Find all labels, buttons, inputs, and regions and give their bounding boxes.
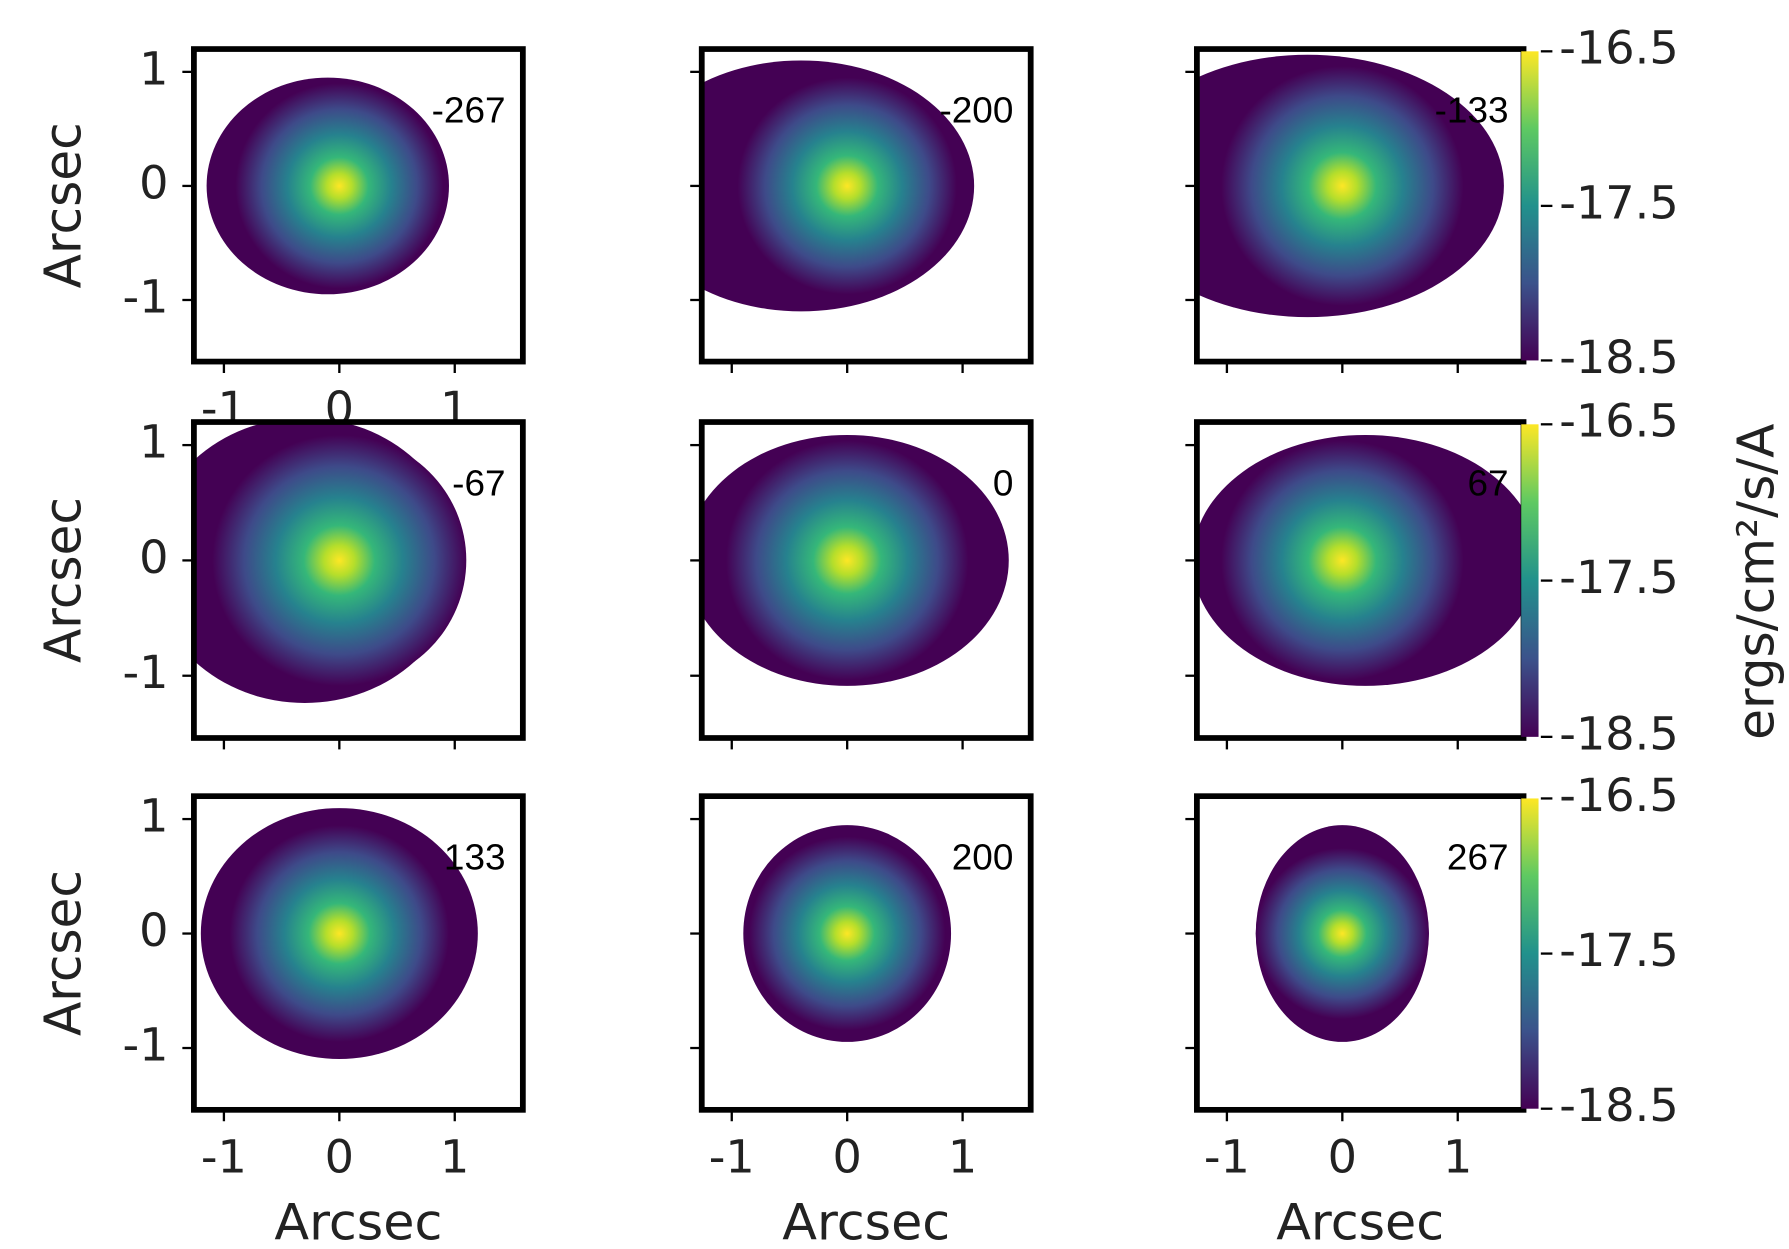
x-axis-label: Arcsec — [274, 1193, 442, 1249]
y-tick-label: 1 — [139, 415, 168, 469]
colorbar — [1521, 51, 1539, 361]
colorbar-label: ergs/cm²/s/A — [1726, 423, 1785, 740]
panel: 67 -16.5 -17.5 -18.5 — [1185, 394, 1679, 761]
y-axis-label: Arcsec — [33, 122, 92, 288]
x-tick-label: -1 — [1204, 1130, 1250, 1184]
core — [235, 83, 444, 289]
velocity-label: 0 — [993, 463, 1014, 504]
image — [1196, 54, 1504, 318]
colorbar-tick-label: -18.5 — [1559, 330, 1678, 384]
frame — [698, 419, 1034, 741]
frame — [191, 419, 526, 741]
frame — [698, 46, 1034, 365]
colorbar-tick-label: -16.5 — [1559, 21, 1678, 75]
colorbar-tick-label: -16.5 — [1559, 768, 1678, 822]
panel: 0 — [690, 419, 1034, 750]
x-axis-label: Arcsec — [1276, 1193, 1444, 1249]
x-tick-label: -1 — [709, 1130, 755, 1184]
image — [1255, 825, 1429, 1042]
y-axis-label: Arcsec — [33, 870, 92, 1036]
panel: -200 — [690, 46, 1034, 373]
x-tick-label: 1 — [440, 1130, 469, 1184]
panel: -1 0 1 Arcsec 200 — [690, 793, 1034, 1249]
panel: -1 0 1 Arcsec -67 — [33, 415, 526, 750]
x-tick-label: -1 — [201, 381, 247, 435]
panel: -133 -16.5 -17.5 -18.5 — [1185, 21, 1679, 384]
velocity-label: 200 — [952, 837, 1014, 878]
image — [200, 808, 478, 1060]
velocity-label: -133 — [1435, 90, 1509, 131]
velocity-label: 67 — [1467, 463, 1508, 504]
x-tick-label: 1 — [1443, 1130, 1472, 1184]
y-tick-label: 1 — [139, 42, 168, 96]
core — [1255, 847, 1429, 1020]
velocity-label: -267 — [432, 90, 506, 131]
frame — [698, 793, 1034, 1113]
colorbar-tick-label: -17.5 — [1559, 176, 1678, 230]
y-tick-label: -1 — [122, 270, 168, 324]
frame — [191, 793, 526, 1113]
image — [206, 77, 449, 295]
core — [229, 825, 449, 1042]
core — [725, 440, 969, 681]
colorbar-tick-label: -18.5 — [1559, 1078, 1678, 1132]
velocity-label: -67 — [452, 463, 505, 504]
core — [737, 77, 957, 295]
y-tick-label: -1 — [122, 1018, 168, 1072]
colorbar-tick-label: -18.5 — [1559, 707, 1678, 761]
y-tick-label: 0 — [139, 903, 168, 957]
x-tick-label: 1 — [440, 381, 469, 435]
colorbar-tick-label: -17.5 — [1559, 923, 1678, 977]
y-axis-label: Arcsec — [33, 497, 92, 663]
x-tick-label: 1 — [948, 1130, 977, 1184]
image — [701, 434, 1009, 686]
y-tick-label: -1 — [122, 645, 168, 699]
y-tick-label: 0 — [139, 530, 168, 584]
image — [701, 60, 975, 312]
panel: -1 0 1 Arcsec 267 -16.5 -17.5 -18.5 — [1185, 768, 1679, 1249]
x-tick-label: 0 — [832, 1130, 861, 1184]
velocity-label: -200 — [939, 90, 1013, 131]
x-tick-label: 0 — [1328, 1130, 1357, 1184]
x-axis-label: Arcsec — [782, 1193, 950, 1249]
colorbar-tick-label: -16.5 — [1559, 394, 1678, 448]
y-tick-label: 0 — [139, 156, 168, 210]
colorbar — [1521, 798, 1539, 1109]
image — [193, 422, 467, 703]
core — [749, 836, 946, 1031]
colorbar — [1521, 424, 1539, 737]
image — [1196, 434, 1524, 686]
velocity-label: 267 — [1447, 837, 1509, 878]
y-tick-label: 1 — [139, 789, 168, 843]
core — [1221, 66, 1464, 306]
panel: -1 0 1 -1 0 1 Arcsec Arcsec 133 — [33, 789, 526, 1249]
velocity-label: 133 — [444, 837, 506, 878]
x-tick-label: 0 — [325, 1130, 354, 1184]
image — [743, 825, 952, 1042]
x-tick-label: -1 — [201, 1130, 247, 1184]
core — [212, 434, 467, 686]
colorbar-tick-label: -17.5 — [1559, 550, 1678, 604]
core — [1221, 440, 1464, 681]
frame — [191, 46, 526, 365]
